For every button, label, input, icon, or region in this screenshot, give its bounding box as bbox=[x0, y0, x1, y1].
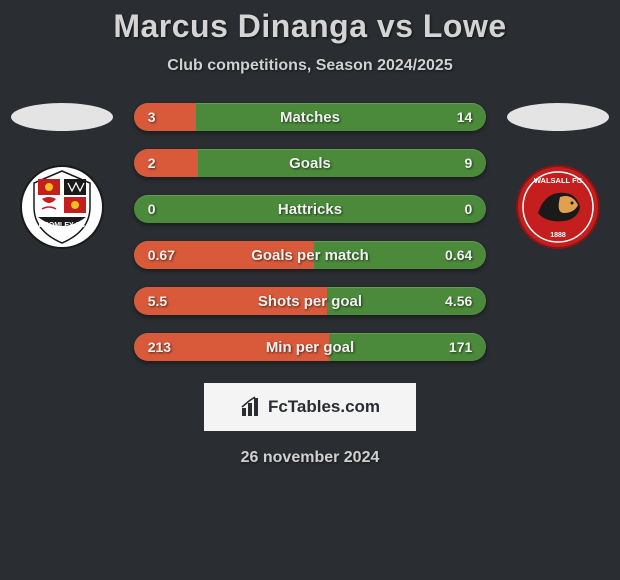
stat-content: 2 Goals 9 bbox=[134, 149, 487, 177]
stat-left-value: 2 bbox=[148, 155, 156, 171]
left-club-badge: BROMLEY·FC bbox=[20, 165, 104, 249]
main-row: BROMLEY·FC 3Matches142Goals90Hattricks00… bbox=[0, 103, 620, 361]
brand-text: FcTables.com bbox=[268, 397, 380, 417]
bromley-badge-icon: BROMLEY·FC bbox=[20, 165, 104, 249]
stat-left-value: 213 bbox=[148, 339, 171, 355]
subtitle: Club competitions, Season 2024/2025 bbox=[0, 57, 620, 75]
page-title: Marcus Dinanga vs Lowe bbox=[0, 8, 620, 45]
right-player-col: WALSALL FC 1888 bbox=[504, 103, 612, 249]
stat-label: Goals bbox=[289, 155, 331, 172]
svg-text:BROMLEY·FC: BROMLEY·FC bbox=[39, 222, 86, 229]
stat-right-value: 9 bbox=[464, 155, 472, 171]
right-avatar-placeholder bbox=[507, 103, 609, 131]
stat-label: Hattricks bbox=[278, 201, 342, 218]
date-line: 26 november 2024 bbox=[0, 449, 620, 467]
stat-right-value: 4.56 bbox=[445, 293, 472, 309]
stat-right-value: 0.64 bbox=[445, 247, 472, 263]
brand-logo: FcTables.com bbox=[204, 383, 416, 431]
stat-bar: 3 Matches 14 bbox=[134, 103, 487, 131]
stat-content: 213 Min per goal 171 bbox=[134, 333, 487, 361]
stat-right-value: 171 bbox=[449, 339, 472, 355]
stat-left-value: 3 bbox=[148, 109, 156, 125]
stat-label: Matches bbox=[280, 109, 340, 126]
svg-text:WALSALL FC: WALSALL FC bbox=[534, 176, 583, 185]
stat-content: 0 Hattricks 0 bbox=[134, 195, 487, 223]
stats-column: 3 Matches 14 2 Goals 9 0 Hattricks 0 0.67 Goals pe… bbox=[134, 103, 487, 361]
stat-bar: 5.5 Shots per goal 4.56 bbox=[134, 287, 487, 315]
stat-content: 3 Matches 14 bbox=[134, 103, 487, 131]
stat-bar: 0 Hattricks 0 bbox=[134, 195, 487, 223]
stat-content: 0.67 Goals per match 0.64 bbox=[134, 241, 487, 269]
stat-left-value: 0 bbox=[148, 201, 156, 217]
stat-bar: 0.67 Goals per match 0.64 bbox=[134, 241, 487, 269]
chart-icon bbox=[240, 396, 262, 418]
walsall-badge-icon: WALSALL FC 1888 bbox=[516, 165, 600, 249]
stat-right-value: 14 bbox=[457, 109, 473, 125]
stat-label: Goals per match bbox=[251, 247, 369, 264]
stat-bar: 2 Goals 9 bbox=[134, 149, 487, 177]
stat-left-value: 5.5 bbox=[148, 293, 167, 309]
stat-label: Shots per goal bbox=[258, 293, 362, 310]
stat-right-value: 0 bbox=[464, 201, 472, 217]
comparison-infographic: Marcus Dinanga vs Lowe Club competitions… bbox=[0, 0, 620, 467]
right-club-badge: WALSALL FC 1888 bbox=[516, 165, 600, 249]
stat-content: 5.5 Shots per goal 4.56 bbox=[134, 287, 487, 315]
left-player-col: BROMLEY·FC bbox=[8, 103, 116, 249]
stat-left-value: 0.67 bbox=[148, 247, 175, 263]
svg-text:1888: 1888 bbox=[550, 232, 566, 239]
left-avatar-placeholder bbox=[11, 103, 113, 131]
stat-label: Min per goal bbox=[266, 339, 354, 356]
stat-bar: 213 Min per goal 171 bbox=[134, 333, 487, 361]
